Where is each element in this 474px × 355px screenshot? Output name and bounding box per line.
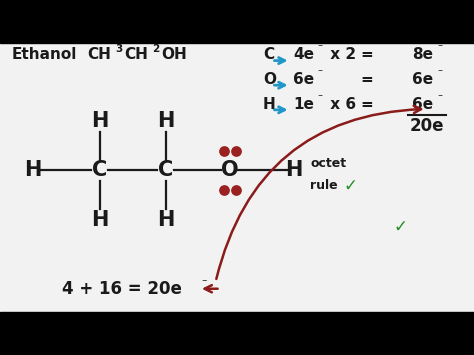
Text: C: C (92, 160, 107, 180)
Text: =: = (361, 97, 374, 111)
Text: octet: octet (310, 157, 346, 170)
Text: =: = (361, 47, 374, 62)
Text: =: = (361, 72, 374, 87)
Text: ✓: ✓ (344, 176, 357, 195)
Text: H: H (157, 210, 174, 230)
Text: CH: CH (88, 47, 111, 62)
Text: H: H (91, 210, 108, 230)
Text: 8e: 8e (412, 47, 433, 62)
Text: OH: OH (162, 47, 187, 62)
Text: 2: 2 (152, 44, 159, 54)
Point (232, 148, 240, 153)
Text: ⁻: ⁻ (201, 278, 207, 288)
Point (232, 187, 240, 193)
Text: C: C (263, 47, 274, 62)
Point (220, 148, 228, 153)
Text: C: C (158, 160, 173, 180)
Text: 20e: 20e (410, 117, 445, 135)
Text: H: H (263, 97, 276, 111)
Text: 1e: 1e (293, 97, 314, 111)
Text: ✓: ✓ (393, 218, 407, 236)
Text: 6e: 6e (293, 72, 314, 87)
Text: 6e: 6e (412, 97, 434, 111)
Text: Ethanol: Ethanol (12, 47, 77, 62)
Text: H: H (91, 111, 108, 131)
Text: H: H (157, 111, 174, 131)
Text: ⁻: ⁻ (318, 93, 323, 103)
Text: x 2: x 2 (325, 47, 356, 62)
Text: ⁻: ⁻ (318, 44, 323, 54)
Text: ⁻: ⁻ (437, 44, 442, 54)
Point (220, 187, 228, 193)
Text: ⁻: ⁻ (437, 93, 442, 103)
Text: H: H (285, 160, 302, 180)
Text: ⁻: ⁻ (318, 68, 323, 78)
Bar (0, 312, 474, 355)
Bar (0, 0, 474, 43)
Text: 6e: 6e (412, 72, 434, 87)
Text: 4e: 4e (293, 47, 314, 62)
Text: ⁻: ⁻ (439, 112, 445, 122)
Text: O: O (221, 160, 239, 180)
Text: rule: rule (310, 179, 338, 192)
Text: 3: 3 (115, 44, 122, 54)
Text: x 6: x 6 (325, 97, 356, 111)
Text: ⁻: ⁻ (437, 68, 442, 78)
Text: CH: CH (125, 47, 148, 62)
Text: H: H (25, 160, 42, 180)
Bar (0, 43, 474, 312)
Text: O: O (263, 72, 276, 87)
Text: 4 + 16 = 20e: 4 + 16 = 20e (62, 280, 182, 298)
